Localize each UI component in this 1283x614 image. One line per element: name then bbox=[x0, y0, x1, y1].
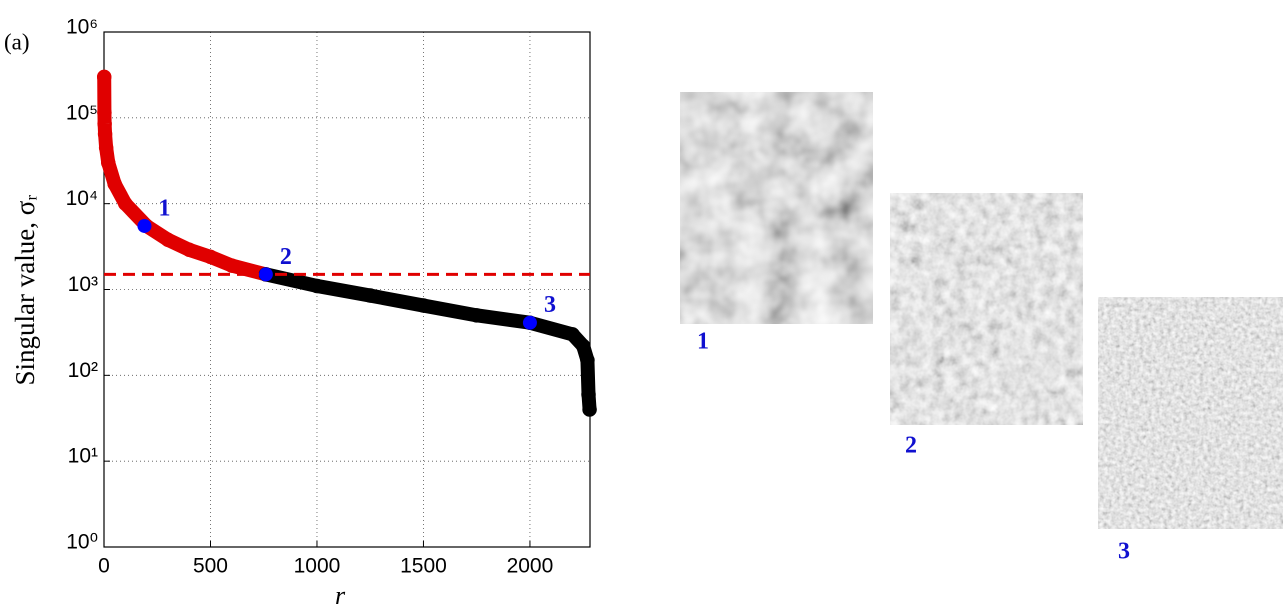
highlight-point bbox=[137, 218, 152, 233]
y-tick-label: 10⁶ bbox=[66, 16, 98, 39]
x-tick-label: 500 bbox=[193, 555, 228, 578]
data-point bbox=[469, 308, 484, 323]
data-point bbox=[565, 327, 580, 342]
mode-image bbox=[680, 92, 873, 324]
x-axis-label: r bbox=[335, 581, 346, 609]
x-tick-label: 1500 bbox=[400, 555, 447, 578]
highlight-label: 2 bbox=[280, 244, 292, 270]
panel-label: (a) bbox=[4, 29, 30, 54]
y-tick-label: 10⁴ bbox=[66, 187, 98, 210]
curve bbox=[97, 69, 273, 282]
data-point bbox=[581, 387, 596, 402]
mode-image bbox=[890, 193, 1083, 425]
y-tick-label: 10¹ bbox=[68, 445, 98, 468]
y-tick-label: 10³ bbox=[68, 273, 98, 296]
data-point bbox=[309, 278, 325, 294]
x-tick-label: 1000 bbox=[294, 555, 341, 578]
y-axis-label: Singular value, σᵣ bbox=[10, 195, 40, 386]
data-point bbox=[97, 126, 113, 142]
data-point bbox=[416, 298, 431, 313]
plot-frame bbox=[103, 31, 591, 548]
mode-image bbox=[1098, 297, 1283, 529]
x-tick-label: 0 bbox=[98, 555, 110, 578]
x-tick-label: 2000 bbox=[507, 555, 554, 578]
highlight-label: 3 bbox=[544, 292, 556, 318]
data-point bbox=[582, 402, 597, 417]
y-tick-label: 10² bbox=[68, 359, 98, 382]
data-point bbox=[224, 258, 240, 273]
data-point bbox=[101, 155, 116, 170]
y-tick-label: 10⁰ bbox=[66, 531, 98, 554]
highlight-point bbox=[258, 267, 273, 282]
image-caption: 3 bbox=[1118, 539, 1130, 565]
data-point bbox=[203, 249, 218, 265]
data-point bbox=[96, 69, 112, 85]
data-point bbox=[97, 116, 112, 132]
highlight-point bbox=[522, 315, 537, 330]
image-caption: 1 bbox=[697, 329, 709, 355]
data-point bbox=[118, 196, 133, 211]
data-point bbox=[362, 288, 378, 303]
data-point bbox=[160, 232, 176, 247]
data-point bbox=[181, 242, 197, 258]
curve bbox=[258, 267, 597, 417]
highlight-label: 1 bbox=[158, 195, 170, 221]
data-point bbox=[575, 338, 591, 354]
data-point bbox=[98, 140, 114, 155]
data-point bbox=[580, 352, 595, 368]
image-caption: 2 bbox=[905, 433, 917, 459]
y-tick-label: 10⁵ bbox=[66, 101, 98, 124]
data-point bbox=[107, 176, 122, 192]
